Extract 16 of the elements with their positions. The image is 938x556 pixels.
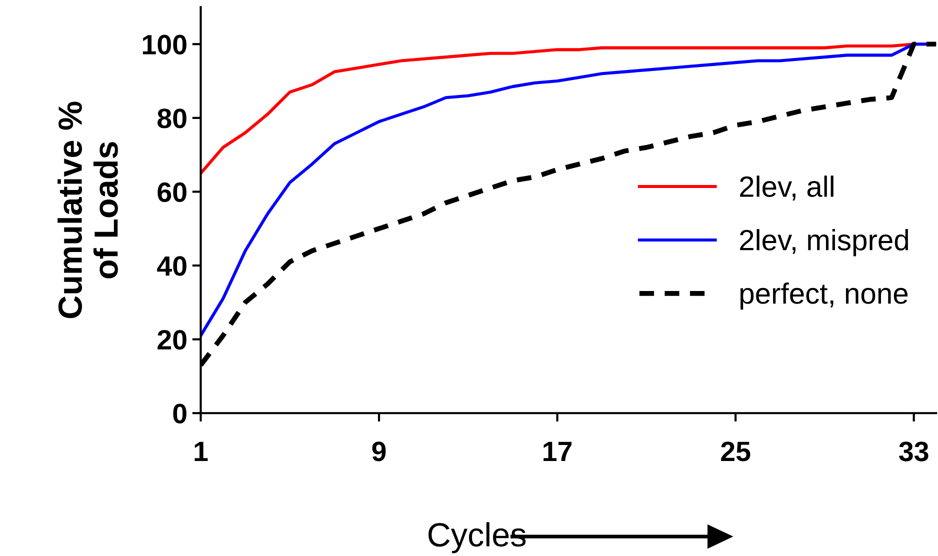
x-tick-label: 1 (194, 442, 208, 462)
y-tick-label: 0 (173, 404, 186, 424)
x-tick-label: 17 (544, 442, 572, 462)
legend-label: 2lev, all (740, 176, 834, 200)
y-tick-label: 40 (157, 256, 186, 276)
x-tick-label: 9 (372, 442, 386, 462)
y-tick-label: 20 (158, 330, 186, 350)
y-tick-label: 100 (142, 34, 186, 54)
x-axis-title: Cycles (428, 522, 526, 554)
legend-label: 2lev, mispred (740, 229, 908, 256)
legend-label: perfect, none (740, 282, 908, 310)
x-tick-label: 33 (899, 442, 928, 462)
y-tick-label: 60 (158, 182, 186, 202)
y-tick-label: 80 (158, 108, 186, 128)
x-tick-label: 25 (721, 442, 750, 462)
y-axis-title: Cumulative % of Loads (58, 102, 118, 318)
